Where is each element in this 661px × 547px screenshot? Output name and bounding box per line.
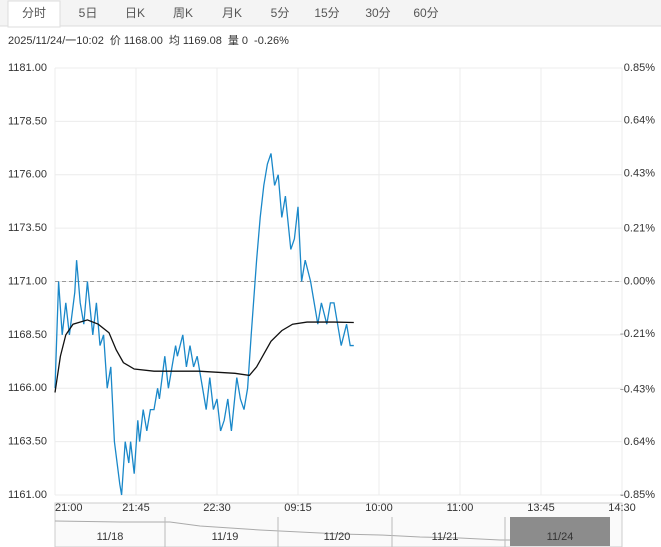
y2-tick-label: 0.21% [624, 223, 655, 235]
tab[interactable]: 5日 [79, 6, 98, 20]
x-tick-label: 21:00 [55, 502, 83, 514]
price-line [54, 153, 354, 496]
tab-bar [0, 0, 661, 26]
y-tick-label: 1181.00 [8, 62, 47, 74]
y2-tick-label: 0.43% [624, 167, 655, 179]
y-tick-label: 1168.50 [8, 329, 47, 341]
navigator-trace [54, 520, 510, 541]
navigator-window[interactable] [510, 517, 610, 546]
info-item: -0.26% [254, 35, 289, 47]
tab[interactable]: 分时 [22, 6, 46, 20]
navigator-date: 11/24 [547, 531, 574, 543]
x-tick-label: 10:00 [365, 502, 393, 514]
navigator-date: 11/18 [97, 531, 124, 543]
info-item: 2025/11/24/一10:02 [8, 35, 104, 47]
y2-tick-label: -0.85% [620, 489, 655, 501]
y2-tick-label: 0.64% [624, 436, 655, 448]
tab[interactable]: 日K [125, 6, 145, 20]
y2-tick-label: -0.43% [620, 383, 655, 395]
tab[interactable]: 60分 [413, 6, 438, 20]
y-tick-label: 1166.00 [8, 382, 47, 394]
info-item: 均 1169.08 [169, 34, 222, 47]
y-tick-label: 1178.50 [8, 115, 47, 127]
price-line [54, 319, 354, 393]
y-tick-label: 1173.50 [8, 222, 47, 234]
x-tick-label: 13:45 [527, 502, 555, 514]
x-tick-label: 09:15 [284, 502, 312, 514]
navigator-date: 11/21 [432, 531, 459, 543]
y2-tick-label: 0.00% [624, 275, 655, 287]
navigator-date: 11/19 [212, 531, 239, 543]
y-tick-label: 1176.00 [8, 169, 47, 181]
y2-tick-label: -0.21% [620, 328, 655, 340]
info-item: 价 1168.00 [110, 34, 163, 47]
x-tick-label: 14:30 [608, 502, 636, 514]
info-item: 量 0 [228, 34, 248, 47]
tab[interactable]: 5分 [271, 6, 290, 20]
x-tick-label: 11:00 [447, 502, 474, 514]
x-tick-label: 22:30 [203, 502, 231, 514]
y-tick-label: 1171.00 [8, 275, 47, 287]
tab[interactable]: 30分 [365, 6, 390, 20]
active-tab [7, 0, 61, 28]
x-tick-label: 21:45 [122, 502, 150, 514]
tab[interactable]: 15分 [314, 6, 339, 20]
navigator-date: 11/20 [324, 531, 351, 543]
tab[interactable]: 月K [222, 6, 242, 20]
y-tick-label: 1161.00 [8, 489, 47, 501]
y2-tick-label: 0.64% [624, 115, 655, 127]
tab[interactable]: 周K [173, 6, 193, 20]
y-tick-label: 1163.50 [8, 436, 47, 448]
y2-tick-label: 0.85% [624, 62, 655, 74]
